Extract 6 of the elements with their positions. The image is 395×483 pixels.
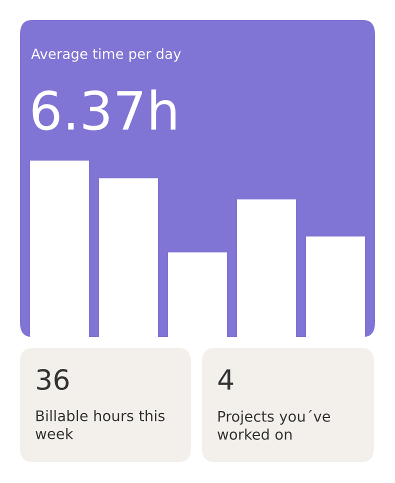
text: 4 (218, 369, 234, 390)
text: Projects you´ve worked on (218, 410, 330, 440)
text: 36 (37, 369, 69, 390)
chart-title: Average time per day (31, 48, 181, 62)
text: Billable hours this week (36, 410, 165, 440)
chart-subtitle: 6.37h (32, 89, 176, 130)
